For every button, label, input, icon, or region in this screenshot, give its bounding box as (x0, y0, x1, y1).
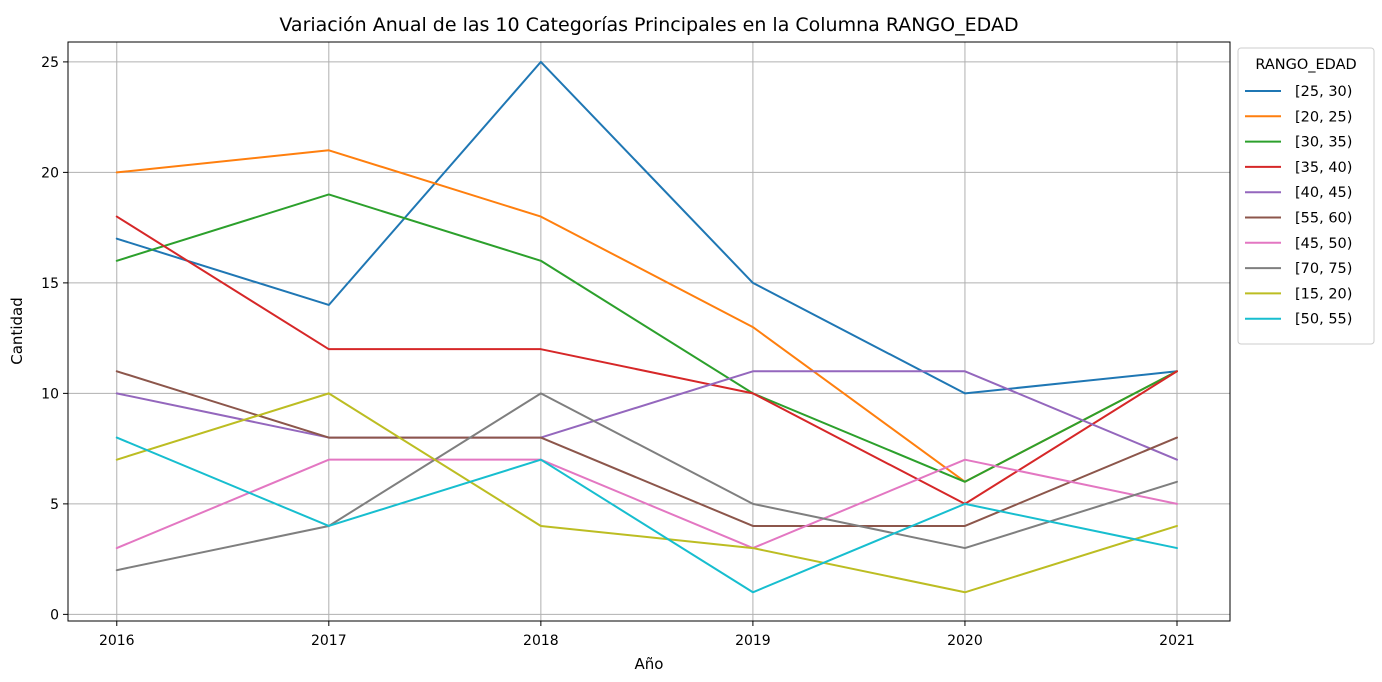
x-tick-label: 2018 (523, 633, 559, 649)
grid (68, 42, 1230, 621)
legend-label: [15, 20) (1295, 286, 1352, 302)
legend-label: [25, 30) (1295, 84, 1352, 100)
y-tick-label: 5 (50, 497, 59, 513)
legend-label: [55, 60) (1295, 211, 1352, 227)
series-line-3 (115, 215, 1178, 505)
legend-label: [30, 35) (1295, 135, 1352, 151)
y-tick-label: 25 (41, 55, 59, 71)
y-tick-label: 20 (41, 165, 59, 181)
series-line-6 (115, 458, 1178, 550)
y-axis: 0 5 10 15 20 25 (41, 55, 68, 623)
chart-title: Variación Anual de las 10 Categorías Pri… (279, 14, 1018, 36)
y-tick-label: 0 (50, 607, 59, 623)
legend-label: [70, 75) (1295, 261, 1352, 277)
series-line-0 (115, 60, 1178, 395)
series-line-7 (115, 392, 1178, 572)
x-axis: 2016 2017 2018 2019 2020 2021 (99, 621, 1195, 649)
x-tick-label: 2021 (1159, 633, 1195, 649)
legend: RANGO_EDAD [25, 30) [20, 25) [30, 35) [35, … (1237, 47, 1375, 345)
x-tick-label: 2016 (99, 633, 135, 649)
series-lines (115, 60, 1178, 594)
legend-label: [50, 55) (1295, 312, 1352, 328)
x-axis-label: Año (635, 655, 664, 673)
y-axis-label: Cantidad (8, 297, 26, 364)
x-tick-label: 2017 (311, 633, 347, 649)
series-line-4 (115, 370, 1178, 461)
plot-frame (67, 41, 1231, 622)
series-line-8 (115, 392, 1178, 594)
legend-title: RANGO_EDAD (1255, 57, 1356, 73)
legend-items: [25, 30) [20, 25) [30, 35) [35, 40) [40, 45)… (1245, 84, 1352, 328)
x-tick-label: 2019 (735, 633, 771, 649)
legend-label: [35, 40) (1295, 160, 1352, 176)
legend-label: [40, 45) (1295, 185, 1352, 201)
series-line-2 (115, 193, 1178, 483)
legend-label: [20, 25) (1295, 109, 1352, 125)
series-line-9 (115, 436, 1178, 594)
y-tick-label: 15 (41, 276, 59, 292)
legend-label: [45, 50) (1295, 236, 1352, 252)
y-tick-label: 10 (41, 386, 59, 402)
legend-box (1237, 47, 1375, 345)
x-tick-label: 2020 (947, 633, 983, 649)
